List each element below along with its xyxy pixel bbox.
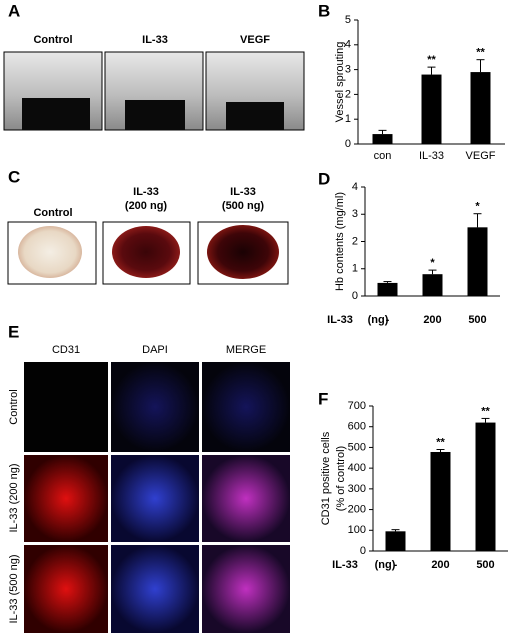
y-tick-label: 700 — [348, 400, 366, 412]
significance: * — [430, 257, 435, 269]
y-tick-label: 0 — [345, 138, 351, 150]
significance: ** — [436, 436, 445, 448]
significance: ** — [481, 405, 490, 417]
y-tick-label: 600 — [348, 421, 366, 433]
y-tick-label: 4 — [352, 181, 358, 193]
panel-label: B — [318, 1, 330, 20]
x-tick-label: - — [394, 559, 398, 571]
image-label: IL-33 — [133, 186, 159, 198]
labels: A B C D E F Control IL-33 VEGF Control IL-33 (200 n… — [8, 1, 330, 623]
y-tick-label: 400 — [348, 462, 366, 474]
image-label: IL-33 — [142, 34, 168, 46]
bar — [430, 451, 451, 551]
y-tick-label: 2 — [352, 235, 358, 247]
y-tick-label: 500 — [348, 441, 366, 453]
photos-c — [7, 221, 289, 285]
column-label: MERGE — [226, 344, 266, 356]
y-tick-label: 1 — [352, 263, 358, 275]
x-tick-label: 200 — [431, 559, 449, 571]
column-label: CD31 — [52, 344, 80, 356]
y-tick-label: 0 — [360, 545, 366, 557]
x-tick-label: - — [386, 314, 390, 326]
y-tick-label: 0 — [352, 290, 358, 302]
y-tick-label: 1 — [345, 113, 351, 125]
image-label: (200 ng) — [125, 200, 168, 212]
bar — [385, 531, 406, 551]
bar — [467, 227, 488, 296]
x-tick-label: con — [374, 150, 392, 162]
y-axis-label: (% of control) — [335, 446, 347, 511]
row-label: IL-33 (500 ng) — [8, 554, 20, 623]
row-label: IL-33 (200 ng) — [8, 463, 20, 532]
y-axis-label: Hb contents (mg/ml) — [334, 192, 346, 291]
bar — [421, 74, 442, 144]
bar — [422, 274, 443, 296]
panel-label: D — [318, 169, 330, 188]
bar — [475, 422, 496, 551]
row-label: Control — [8, 389, 20, 424]
significance: * — [475, 201, 480, 213]
panel-label: A — [8, 1, 20, 20]
y-tick-label: 3 — [345, 64, 351, 76]
y-tick-label: 5 — [345, 14, 351, 26]
x-tick-label: 500 — [468, 314, 486, 326]
panel-label: E — [8, 322, 19, 341]
y-tick-label: 3 — [352, 208, 358, 220]
y-tick-label: 300 — [348, 483, 366, 495]
panel-label: C — [8, 167, 20, 186]
x-tick-label: IL-33 — [419, 150, 444, 162]
x-tick-label: 500 — [476, 559, 494, 571]
panel-label: F — [318, 389, 328, 408]
significance: ** — [427, 54, 436, 66]
photos-a — [3, 51, 305, 131]
y-tick-label: 200 — [348, 503, 366, 515]
x-axis-label: IL-33 — [332, 559, 358, 571]
image-label: (500 ng) — [222, 200, 265, 212]
x-axis-label: IL-33 — [327, 314, 353, 326]
x-axis-unit: (ng) — [375, 559, 396, 571]
y-axis-label: Vessel sprouting — [334, 42, 346, 123]
x-tick-label: VEGF — [466, 150, 496, 162]
y-tick-label: 2 — [345, 88, 351, 100]
micrographs-e — [24, 362, 290, 633]
column-label: DAPI — [142, 344, 168, 356]
image-label: Control — [33, 34, 72, 46]
significance: ** — [476, 47, 485, 59]
bar — [377, 282, 398, 296]
bar — [470, 72, 491, 144]
y-tick-label: 100 — [348, 524, 366, 536]
y-axis-label: CD31 positive cells — [320, 431, 332, 525]
y-tick-label: 4 — [345, 39, 351, 51]
bar — [372, 134, 393, 144]
image-label: Control — [33, 207, 72, 219]
x-tick-label: 200 — [423, 314, 441, 326]
image-label: VEGF — [240, 34, 270, 46]
x-axis-unit: (ng) — [368, 314, 389, 326]
image-label: IL-33 — [230, 186, 256, 198]
